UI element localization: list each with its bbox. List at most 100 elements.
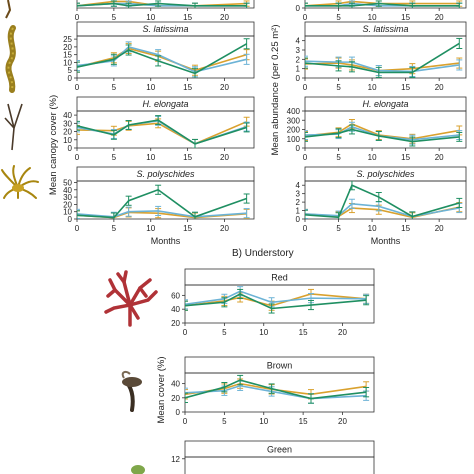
x-tick-label: 0 [303, 83, 308, 92]
series-line [305, 60, 460, 73]
x-tick-label: 10 [146, 13, 155, 22]
series-line [77, 43, 248, 75]
y-tick-label: 2 [296, 55, 301, 64]
panel-title: S. latissima [362, 24, 408, 34]
chart-panel-A-cover-top: 0 5 10 15 20 [75, 0, 255, 22]
x-tick-label: 15 [401, 83, 410, 92]
series-line [305, 42, 460, 74]
plot-frame [76, 35, 255, 79]
panel-title: H. elongata [362, 99, 408, 109]
saccorhiza-seaweed-icon [1, 165, 39, 199]
x-tick-label: 20 [338, 328, 347, 337]
x-tick-label: 15 [401, 153, 410, 162]
series-line [185, 293, 367, 310]
y-tick-label: 0 [296, 4, 301, 13]
ylabel-canopy-cover: Mean canopy cover (%) [48, 95, 59, 195]
x-tick-label: 0 [75, 83, 80, 92]
y-tick-label: 4 [296, 181, 301, 190]
y-tick-label: 0 [176, 408, 181, 417]
y-tick-label: 20 [171, 394, 180, 403]
y-tick-label: 1 [296, 65, 301, 74]
x-tick-label: 10 [146, 153, 155, 162]
series-line [305, 2, 460, 7]
plot-frame [76, 0, 255, 9]
y-tick-label: 10 [63, 136, 72, 145]
x-tick-label: 10 [368, 13, 377, 22]
series-group [77, 38, 250, 78]
y-tick-label: 40 [63, 111, 72, 120]
y-tick-label: 30 [63, 193, 72, 202]
x-tick-label: 15 [183, 153, 192, 162]
panel-title: H. elongata [142, 99, 188, 109]
x-tick-label: 5 [112, 224, 117, 233]
x-tick-label: 5 [112, 153, 117, 162]
panel-title: Brown [267, 361, 293, 371]
plot-frame [76, 180, 255, 220]
ylabel-abundance: Mean abundance (per 0.25 m²) [270, 25, 281, 156]
y-tick-label: 12 [171, 455, 180, 464]
x-tick-label: 20 [220, 153, 229, 162]
x-tick-label: 5 [336, 83, 341, 92]
brown-algae-icon [121, 370, 142, 412]
series-group [77, 184, 250, 219]
y-tick-label: 20 [171, 319, 180, 328]
y-tick-label: 40 [171, 380, 180, 389]
series-line [185, 290, 367, 306]
series-group [77, 0, 250, 8]
x-tick-label: 15 [401, 224, 410, 233]
series-group [305, 37, 463, 78]
y-tick-label: 20 [63, 200, 72, 209]
panel-title: S. latissima [142, 24, 188, 34]
x-tick-label: 10 [368, 224, 377, 233]
series-line [185, 379, 367, 400]
x-tick-label: 10 [146, 83, 155, 92]
red-algae-icon [104, 270, 158, 327]
series-group [77, 115, 250, 148]
x-tick-label: 0 [303, 153, 308, 162]
x-tick-label: 15 [183, 13, 192, 22]
series-line [77, 188, 247, 219]
x-tick-label: 15 [299, 328, 308, 337]
x-tick-label: 20 [220, 224, 229, 233]
laminaria-seaweed-icon [5, 25, 16, 93]
x-tick-label: 10 [259, 328, 268, 337]
x-tick-label: 0 [183, 328, 188, 337]
x-tick-label: 0 [75, 13, 80, 22]
y-tick-label: 20 [63, 43, 72, 52]
y-tick-label: 10 [63, 208, 72, 217]
y-tick-label: 60 [171, 291, 180, 300]
x-tick-label: 5 [112, 83, 117, 92]
y-tick-label: 5 [68, 66, 73, 75]
plot-frame [304, 0, 467, 9]
x-tick-label: 20 [435, 13, 444, 22]
x-tick-label: 0 [303, 13, 308, 22]
series-line [305, 128, 460, 143]
series-group [305, 181, 463, 219]
x-tick-label: 0 [303, 224, 308, 233]
series-line [77, 2, 247, 7]
series-line [77, 210, 247, 218]
plot-frame [184, 456, 375, 474]
x-tick-label: 5 [336, 224, 341, 233]
x-tick-label: 10 [259, 417, 268, 426]
y-tick-label: 300 [287, 116, 301, 125]
x-tick-label: 5 [112, 13, 117, 22]
green-algae-icon [131, 465, 145, 474]
x-tick-label: 5 [336, 153, 341, 162]
series-line [305, 62, 460, 72]
series-line [77, 47, 247, 72]
y-tick-label: 3 [296, 190, 301, 199]
chart-panel-B-brown: Brown 0 20 40 0 5 10 15 20 [171, 356, 375, 426]
chart-panel-B-red: Red 20 40 60 0 5 10 15 20 [171, 268, 375, 337]
series-group [185, 286, 370, 314]
y-tick-label: 0 [68, 144, 73, 153]
panel-title: S. polyschides [356, 169, 415, 179]
x-tick-label: 10 [368, 83, 377, 92]
plot-frame [304, 110, 467, 149]
x-tick-label: 20 [435, 153, 444, 162]
x-axis-label: Months [151, 236, 181, 246]
